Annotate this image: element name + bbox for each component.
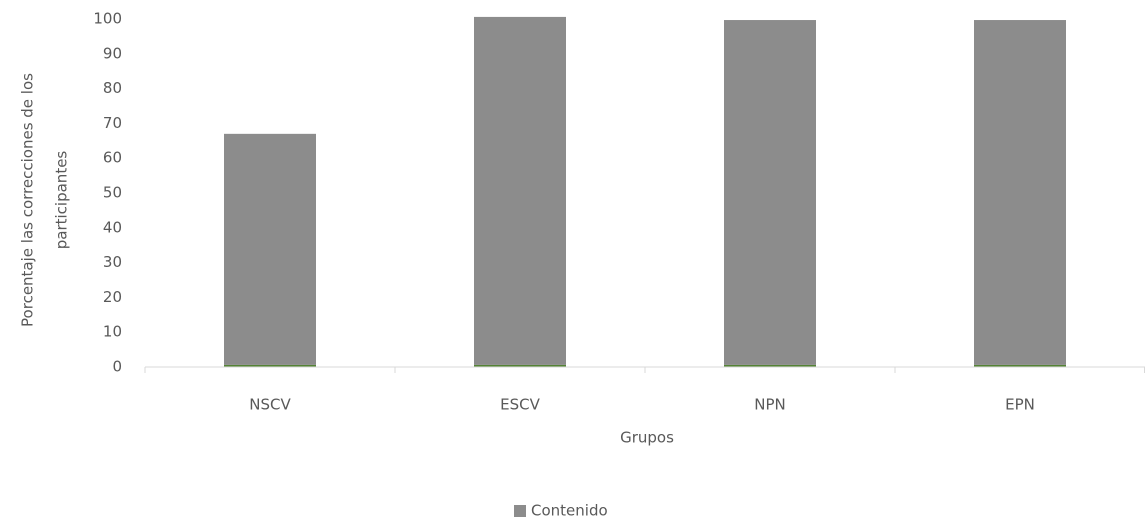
y-tick-label: 70 xyxy=(103,114,122,132)
y-axis-title: participantes xyxy=(53,151,71,250)
bar xyxy=(474,364,566,367)
x-tick-label: ESCV xyxy=(500,396,540,414)
y-tick-label: 90 xyxy=(103,44,122,62)
y-tick-label: 30 xyxy=(103,253,122,271)
bar xyxy=(974,364,1066,367)
y-tick-label: 60 xyxy=(103,149,122,167)
bar xyxy=(474,16,566,365)
bar xyxy=(724,364,816,367)
y-tick-label: 0 xyxy=(112,358,122,376)
y-tick-label: 50 xyxy=(103,184,122,202)
y-tick-label: 20 xyxy=(103,288,122,306)
bar xyxy=(224,133,316,365)
legend-swatch xyxy=(514,505,526,517)
x-tick-label: EPN xyxy=(1005,396,1035,414)
bar xyxy=(974,20,1066,365)
y-tick-label: 100 xyxy=(93,10,122,28)
x-tick-label: NPN xyxy=(754,396,786,414)
bar xyxy=(724,20,816,365)
legend-label: Contenido xyxy=(531,502,608,520)
y-tick-label: 40 xyxy=(103,218,122,236)
y-tick-label: 80 xyxy=(103,79,122,97)
x-tick-label: NSCV xyxy=(249,396,291,414)
y-tick-label: 10 xyxy=(103,323,122,341)
bar xyxy=(224,364,316,367)
y-axis-title: Porcentaje las correcciones de los xyxy=(19,73,37,327)
x-axis-title: Grupos xyxy=(620,429,674,447)
